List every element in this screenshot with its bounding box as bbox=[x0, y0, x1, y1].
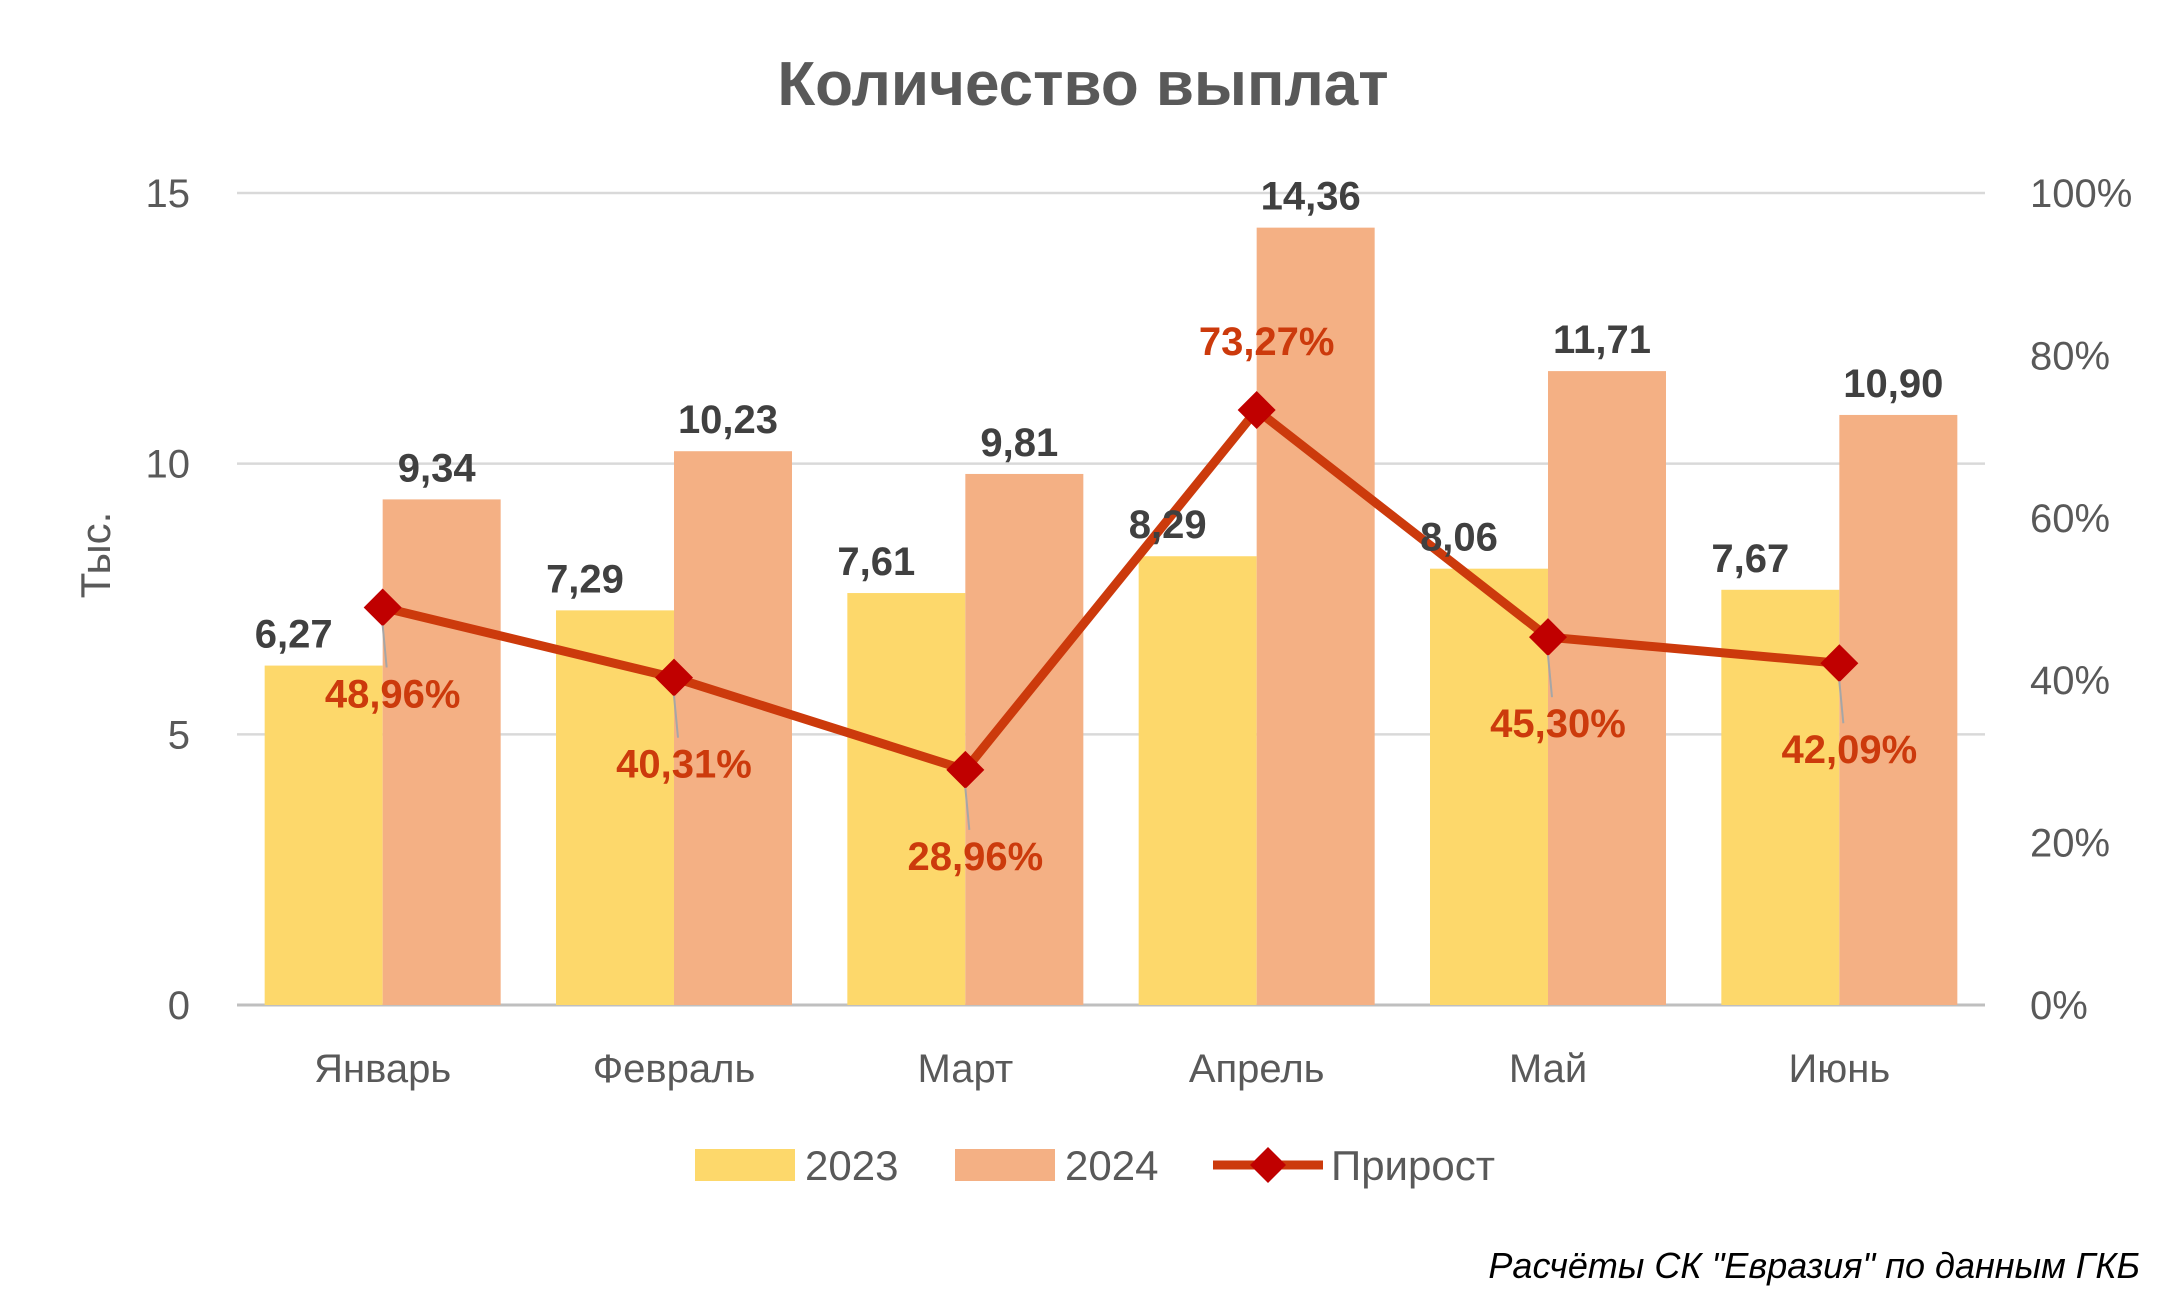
growth-value-label: 48,96% bbox=[325, 672, 461, 716]
growth-value-label: 73,27% bbox=[1199, 320, 1335, 364]
y-tick-label: 10 bbox=[146, 443, 191, 487]
legend: 2023 2024 Прирост bbox=[695, 1142, 1495, 1189]
x-category-label: Июнь bbox=[1788, 1047, 1890, 1091]
bar-2024-value-label: 10,90 bbox=[1843, 362, 1943, 406]
x-category-label: Февраль bbox=[593, 1047, 756, 1091]
gridlines bbox=[237, 191, 1985, 1007]
legend-swatch-2024 bbox=[955, 1149, 1055, 1181]
growth-marker bbox=[1237, 391, 1276, 430]
growth-marker bbox=[655, 658, 693, 697]
bar-2023 bbox=[264, 665, 383, 1005]
y2-tick-label: 100% bbox=[2030, 172, 2132, 216]
growth-value-label: 45,30% bbox=[1490, 702, 1626, 746]
leader-line bbox=[1547, 655, 1553, 698]
growth-value-label: 28,96% bbox=[907, 835, 1043, 879]
y-tick-label: 0 bbox=[168, 984, 190, 1028]
y2-tick-label: 0% bbox=[2030, 984, 2088, 1028]
bar-2024-value-label: 11,71 bbox=[1553, 318, 1651, 362]
bar-2023-value-label: 6,27 bbox=[255, 613, 333, 657]
legend-marker-growth bbox=[1250, 1147, 1286, 1183]
bar-2023 bbox=[1138, 556, 1257, 1005]
x-category-label: Март bbox=[917, 1047, 1013, 1091]
y2-tick-label: 80% bbox=[2030, 334, 2110, 378]
leader-line bbox=[673, 695, 679, 738]
y2-tick-label: 20% bbox=[2030, 822, 2110, 866]
chart-title: Количество выплат bbox=[777, 50, 1388, 119]
x-category-label: Апрель bbox=[1189, 1047, 1325, 1091]
legend-swatch-2023 bbox=[695, 1149, 795, 1181]
growth-value-label: 42,09% bbox=[1781, 728, 1917, 772]
y2-tick-label: 60% bbox=[2030, 497, 2110, 541]
bar-2024 bbox=[674, 451, 792, 1005]
bar-2024-value-label: 9,81 bbox=[980, 421, 1058, 465]
bar-2024 bbox=[965, 473, 1084, 1005]
bar-2024-value-label: 9,34 bbox=[398, 446, 477, 490]
y-tick-label: 5 bbox=[168, 713, 190, 757]
bar-2024 bbox=[1256, 227, 1375, 1006]
leader-line bbox=[1838, 681, 1845, 724]
bar-2024-value-label: 14,36 bbox=[1261, 175, 1361, 219]
bar-2023 bbox=[1430, 568, 1548, 1005]
growth-value-label: 40,31% bbox=[616, 743, 752, 787]
bar-2023-value-label: 7,61 bbox=[837, 540, 915, 584]
source-note: Расчёты СК "Евразия" по данным ГКБ bbox=[1488, 1245, 2140, 1286]
growth-marker bbox=[1529, 618, 1567, 657]
y-axis-title: Тыс. bbox=[72, 512, 119, 599]
x-category-label: Май bbox=[1509, 1047, 1587, 1091]
data-labels: 6,27 9,34 7,29 10,23 7,61 9,81 8,29 14,36 8,06 11… bbox=[255, 175, 1944, 879]
bar-2023-value-label: 8,06 bbox=[1420, 516, 1498, 560]
growth-line bbox=[381, 405, 1840, 775]
legend-label-2024: 2024 bbox=[1065, 1142, 1158, 1189]
bar-2024-value-label: 10,23 bbox=[678, 398, 778, 442]
bar-2023-value-label: 7,67 bbox=[1711, 537, 1789, 581]
bar-2023-value-label: 7,29 bbox=[546, 557, 624, 601]
x-category-label: Январь bbox=[314, 1047, 451, 1091]
legend-label-2023: 2023 bbox=[805, 1142, 898, 1189]
growth-marker bbox=[363, 588, 402, 627]
growth-marker bbox=[946, 750, 985, 789]
bar-2023-value-label: 8,29 bbox=[1129, 503, 1207, 547]
axes: 0 5 10 15 0% 20% 40% 60% 80% 100% Тыс. Январь Феврал… bbox=[72, 172, 2132, 1091]
y-tick-label: 15 bbox=[146, 172, 191, 216]
leader-line bbox=[964, 787, 971, 830]
bar-2024 bbox=[1839, 414, 1958, 1005]
legend-label-growth: Прирост bbox=[1331, 1142, 1495, 1189]
bars bbox=[264, 227, 1958, 1006]
growth-line-group bbox=[363, 391, 1859, 789]
y2-tick-label: 40% bbox=[2030, 659, 2110, 703]
growth-marker bbox=[1820, 644, 1859, 683]
bar-2024 bbox=[1548, 371, 1666, 1006]
bar-2024 bbox=[382, 499, 501, 1005]
leader-line bbox=[381, 625, 388, 668]
bar-2023 bbox=[847, 593, 966, 1005]
